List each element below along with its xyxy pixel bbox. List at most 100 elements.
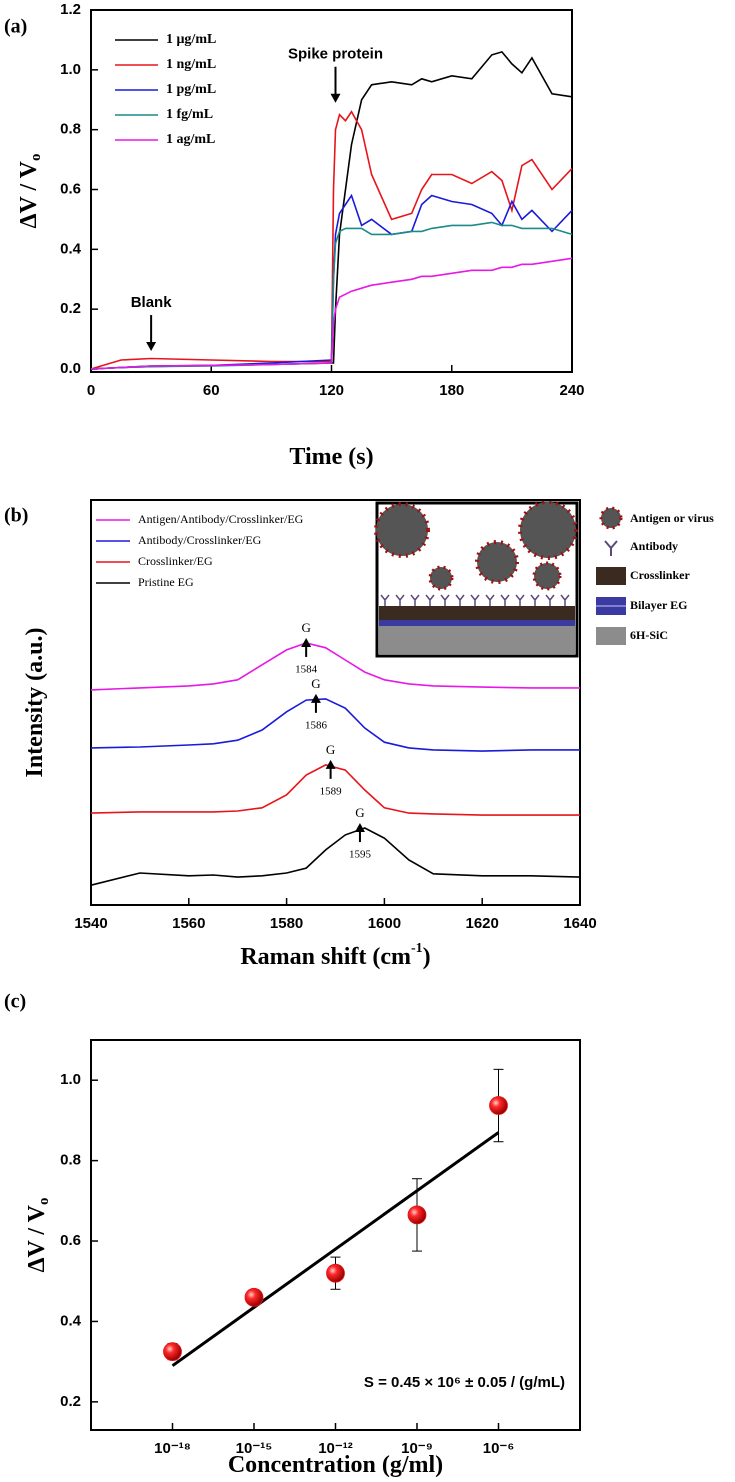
y-tick-label: 0.6 bbox=[60, 1232, 81, 1249]
annotation: Blank bbox=[131, 294, 173, 311]
x-tick-label: 1600 bbox=[368, 915, 401, 932]
x-tick-label: 240 bbox=[559, 382, 584, 399]
x-tick-label: 60 bbox=[203, 382, 220, 399]
x-tick-label: 10⁻¹⁸ bbox=[154, 1440, 191, 1457]
panel-label: (c) bbox=[4, 991, 26, 1013]
y-axis-label-text: ΔV / V bbox=[24, 1204, 50, 1272]
annotation: S = 0.45 × 10⁶ ± 0.05 / (g/mL) bbox=[364, 1374, 565, 1391]
y-tick-label: 1.0 bbox=[60, 1071, 81, 1088]
x-axis-label-text: Raman shift (cm bbox=[240, 944, 411, 970]
peak-value: 1595 bbox=[349, 849, 372, 861]
x-tick-label: 1540 bbox=[74, 915, 107, 932]
data-line bbox=[90, 827, 581, 886]
x-axis-label-end: ) bbox=[423, 944, 431, 970]
arrow-head bbox=[310, 693, 321, 703]
y-axis-label-text: ΔV / V bbox=[16, 160, 42, 228]
legend-label: Antigen/Antibody/Crosslinker/EG bbox=[138, 512, 304, 526]
legend-label: 1 ag/mL bbox=[166, 132, 215, 147]
y-tick-label: 0.4 bbox=[60, 240, 82, 257]
arrow-head bbox=[146, 342, 157, 352]
x-axis-label: Time (s) bbox=[289, 444, 373, 470]
peak-label: G bbox=[326, 742, 335, 757]
y-tick-label: 0.8 bbox=[60, 121, 81, 138]
y-axis-label-text: Intensity (a.u.) bbox=[22, 627, 48, 777]
legend-label: Pristine EG bbox=[138, 575, 194, 589]
x-axis-label-text: Time (s) bbox=[289, 444, 373, 470]
x-tick-label: 1580 bbox=[270, 915, 303, 932]
peak-arrow bbox=[325, 759, 336, 779]
data-line bbox=[90, 764, 580, 816]
inset-legend-label: Antibody bbox=[630, 539, 678, 553]
x-tick-label: 10⁻¹⁵ bbox=[236, 1440, 273, 1457]
x-tick-label: 1620 bbox=[466, 915, 499, 932]
y-axis-label: Intensity (a.u.) bbox=[22, 627, 48, 777]
y-axis-label: ΔV / Vo bbox=[24, 1197, 53, 1272]
peak-arrow bbox=[301, 637, 312, 657]
inset-legend-label: Bilayer EG bbox=[630, 598, 687, 612]
x-tick-label: 10⁻⁶ bbox=[483, 1440, 515, 1457]
y-axis-label: ΔV / Vo bbox=[16, 153, 45, 228]
data-point bbox=[244, 1287, 264, 1307]
inset-legend-label: Antigen or virus bbox=[630, 511, 714, 525]
x-axis-label-text: Concentration (g/ml) bbox=[228, 1452, 443, 1478]
data-line bbox=[90, 698, 580, 752]
annotation-arrow bbox=[330, 66, 341, 103]
x-tick-label: 10⁻⁹ bbox=[401, 1440, 433, 1457]
legend-label: 1 fg/mL bbox=[166, 107, 213, 122]
data-point bbox=[326, 1263, 345, 1283]
panel-label: (a) bbox=[4, 16, 27, 38]
panel-label: (b) bbox=[4, 505, 28, 527]
annotation: Spike protein bbox=[288, 46, 383, 63]
x-axis-label: Raman shift (cm-1) bbox=[240, 941, 430, 969]
legend-label: 1 ng/mL bbox=[166, 57, 216, 72]
peak-value: 1584 bbox=[295, 663, 318, 675]
x-axis-label-sup: -1 bbox=[411, 941, 423, 956]
y-tick-label: 0.2 bbox=[60, 300, 81, 317]
data-point bbox=[407, 1205, 427, 1225]
peak-label: G bbox=[311, 676, 320, 691]
peak-label: G bbox=[301, 620, 310, 635]
plot-frame bbox=[90, 1039, 581, 1431]
x-tick-label: 0 bbox=[87, 382, 95, 399]
inset-legend: Antigen or virus Antibody Crosslinker Bi… bbox=[596, 506, 714, 645]
inset-legend-label: Crosslinker bbox=[630, 568, 690, 582]
x-tick-label: 120 bbox=[319, 382, 344, 399]
peak-arrow bbox=[354, 823, 365, 843]
y-tick-label: 1.2 bbox=[60, 1, 81, 18]
data-point bbox=[163, 1342, 182, 1361]
y-tick-label: 1.0 bbox=[60, 61, 81, 78]
plot-frame bbox=[90, 499, 581, 906]
fit-line bbox=[171, 1131, 500, 1367]
arrow-head bbox=[330, 93, 341, 103]
data-line bbox=[90, 193, 573, 370]
legend-label: 1 pg/mL bbox=[166, 82, 216, 97]
y-tick-label: 0.4 bbox=[60, 1312, 82, 1329]
inset-schematic bbox=[374, 500, 579, 658]
data-point bbox=[489, 1096, 508, 1115]
x-tick-label: 1560 bbox=[172, 915, 205, 932]
x-tick-label: 1640 bbox=[563, 915, 596, 932]
y-axis-label-sub: o bbox=[28, 153, 44, 161]
x-tick-label: 180 bbox=[439, 382, 464, 399]
inset-legend-label: 6H-SiC bbox=[630, 628, 668, 642]
y-axis-label-sub: o bbox=[36, 1197, 52, 1205]
y-tick-label: 0.2 bbox=[60, 1393, 81, 1410]
arrow-head bbox=[325, 759, 336, 769]
legend-label: Antibody/Crosslinker/EG bbox=[138, 533, 262, 547]
arrow-head bbox=[354, 823, 365, 833]
peak-arrow bbox=[310, 693, 321, 713]
x-tick-label: 10⁻¹² bbox=[318, 1440, 353, 1457]
y-tick-label: 0.0 bbox=[60, 360, 81, 377]
y-tick-label: 0.8 bbox=[60, 1152, 81, 1169]
arrow-head bbox=[301, 637, 312, 647]
peak-label: G bbox=[355, 805, 364, 820]
data-line bbox=[90, 642, 580, 691]
peak-value: 1586 bbox=[305, 719, 328, 731]
peak-value: 1589 bbox=[320, 785, 343, 797]
data-line bbox=[90, 257, 573, 370]
annotation-arrow bbox=[146, 315, 157, 352]
y-tick-label: 0.6 bbox=[60, 180, 81, 197]
legend-label: 1 μg/mL bbox=[166, 32, 216, 47]
x-axis-label: Concentration (g/ml) bbox=[228, 1452, 443, 1478]
